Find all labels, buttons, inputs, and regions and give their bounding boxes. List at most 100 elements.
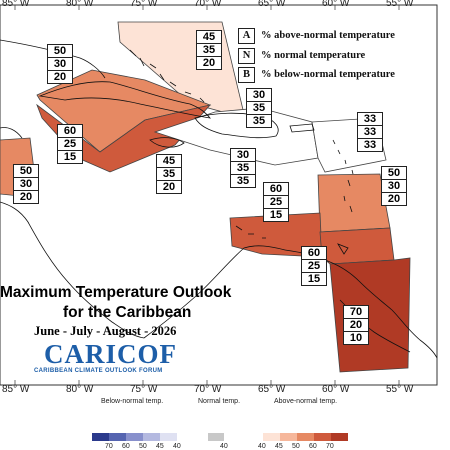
lon-label-top: 80° W [66,0,94,9]
cuba-coast [38,81,211,119]
prob-normal: 35 [231,162,255,175]
legend-normal: N % normal temperature [238,48,365,64]
prob-below: 10 [349,332,363,344]
colorbar-normal-title: Normal temp. [198,398,241,405]
colorbar-normal [208,433,224,441]
colorbar-below-60 [109,433,126,441]
prob-box-jamaica: 45 35 20 [156,154,182,194]
prob-box-abc: 60 25 15 [263,182,289,222]
lon-label-bottom: 70° W [194,384,222,395]
prob-above: 50 [48,45,72,58]
trinidad-island [337,243,349,255]
prob-below: 20 [53,71,67,83]
colorbar-tick: 40 [220,443,228,450]
prob-above: 60 [264,183,288,196]
lon-label-top: 55° W [386,0,414,9]
colorbar-above-50 [297,433,314,441]
caricof-logo: CARICOF [44,339,177,369]
lon-label-top: 65° W [258,0,286,9]
outlook-period: June - July - August - 2026 [34,324,177,338]
colorbar-below-title: Below-normal temp. [101,398,164,405]
prob-above: 45 [197,31,221,44]
colorbar-tick: 45 [275,443,283,450]
colorbar-below-45 [143,433,160,441]
colorbar-tick: 60 [122,443,130,450]
abc-islands [235,225,266,239]
region-windward [317,173,391,233]
prob-below: 15 [307,273,321,285]
legend-below: B % below-normal temperature [238,67,395,83]
legend-normal-label: % normal temperature [261,50,366,61]
hispaniola-coast [194,112,279,139]
legend-below-label: % below-normal temperature [261,69,395,80]
prob-normal: 30 [14,178,38,191]
colombia-coast [143,245,286,339]
prob-above: 70 [344,306,368,319]
prob-box-cayman-jamaica: 60 25 15 [57,124,83,164]
colorbar-tick: 60 [309,443,317,450]
coastlines [0,39,438,359]
legend-above: A % above-normal temperature [238,28,395,44]
colorbar-above-40 [263,433,280,441]
prob-normal: 35 [157,168,181,181]
puerto-rico-coast [289,123,315,133]
longitude-ticks [14,5,400,385]
prob-box-windward: 50 30 20 [381,166,407,206]
prob-above: 50 [382,167,406,180]
caricof-logo-subtitle: CARIBBEAN CLIMATE OUTLOOK FORUM [34,368,163,374]
colorbar-above-title: Above-normal temp. [274,398,338,405]
colorbar-tick: 50 [139,443,147,450]
prob-box-western-cuba: 50 30 20 [47,44,73,84]
prob-below: 35 [236,175,250,187]
legend-above-label: % above-normal temperature [261,30,395,41]
prob-box-hispaniola-north: 30 35 35 [246,88,272,128]
prob-below: 33 [363,139,377,151]
central-america-coast [0,201,145,339]
lon-label-bottom: 75° W [130,384,158,395]
prob-below: 35 [252,115,266,127]
prob-normal: 35 [197,44,221,57]
lon-label-top: 70° W [194,0,222,9]
lon-label-bottom: 55° W [386,384,414,395]
prob-box-hispaniola-south: 30 35 35 [230,148,256,188]
legend-below-key: B [238,67,255,83]
prob-below: 15 [63,151,77,163]
colorbar-above-45 [280,433,297,441]
region-trinidad [319,227,395,265]
colorbar-tick: 45 [156,443,164,450]
prob-above: 30 [231,149,255,162]
prob-box-bahamas: 45 35 20 [196,30,222,70]
prob-box-guianas: 70 20 10 [343,305,369,345]
yucatan-coast [0,127,23,139]
colorbar-below-40 [160,433,177,441]
lon-label-top: 60° W [322,0,350,9]
lon-label-bottom: 65° W [258,384,286,395]
prob-normal: 25 [302,260,326,273]
legend-above-key: A [238,28,255,44]
prob-box-western-caribbean: 50 30 20 [13,164,39,204]
prob-normal: 25 [58,138,82,151]
prob-box-leeward: 33 33 33 [357,112,383,152]
map-title: Maximum Temperature Outlook [0,284,232,301]
prob-above: 50 [14,165,38,178]
prob-above: 60 [302,247,326,260]
prob-below: 20 [202,57,216,69]
prob-below: 20 [387,193,401,205]
colorbar-tick: 40 [258,443,266,450]
prob-box-trinidad: 60 25 15 [301,246,327,286]
colorbar-below-70 [92,433,109,441]
prob-normal: 35 [247,102,271,115]
prob-normal: 30 [48,58,72,71]
colorbar-tick: 70 [326,443,334,450]
leeward-islands [332,139,354,213]
map-frame [0,4,438,386]
colorbar-tick: 50 [292,443,300,450]
lon-label-bottom: 80° W [66,384,94,395]
lon-label-top: 75° W [130,0,158,9]
region-guianas [329,257,411,373]
lon-label-bottom: 85° W [2,384,30,395]
prob-above: 60 [58,125,82,138]
prob-normal: 30 [382,180,406,193]
colorbar-tick: 40 [173,443,181,450]
prob-below: 15 [269,209,283,221]
